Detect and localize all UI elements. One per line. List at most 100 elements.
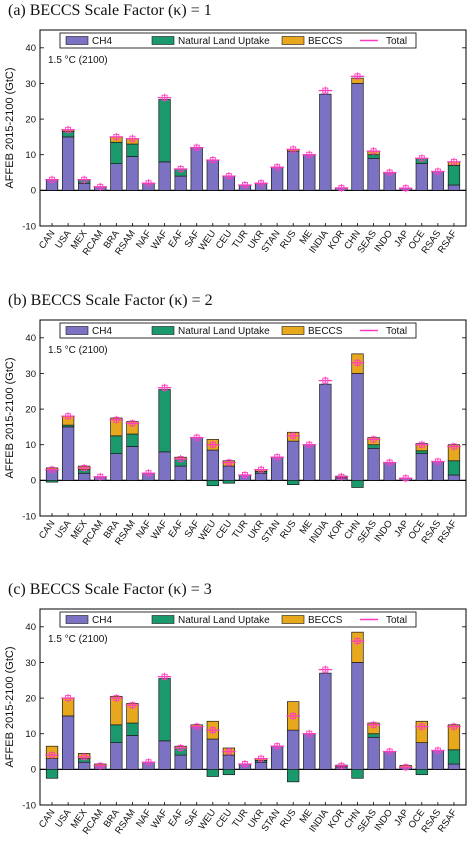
- bar-segment-ch4: [61, 136, 75, 191]
- legend-ch4-swatch: [65, 36, 89, 45]
- legend-box: [59, 32, 417, 49]
- x-tick-label: WAF: [149, 807, 170, 830]
- bar-segment-ch4: [78, 472, 91, 481]
- y-tick-label: 0: [31, 186, 36, 197]
- bar-segment-ch4: [287, 150, 300, 191]
- scenario-annotation: 1.5 °C (2100): [48, 345, 108, 356]
- bar-segment-ch4: [61, 715, 75, 770]
- y-axis-label: AFFEB 2015-2100 (GtC): [4, 357, 16, 478]
- legend-beccs-label: BECCS: [308, 36, 343, 47]
- bar-segment-ch4: [126, 735, 139, 770]
- bar-segment-natural-land-uptake: [110, 141, 123, 164]
- legend-ch4-swatch: [65, 326, 89, 335]
- bar-segment-ch4: [206, 159, 219, 191]
- bar-segment-natural-land-uptake: [206, 480, 219, 487]
- bar-segment-natural-land-uptake: [158, 389, 171, 453]
- x-tick-label: CEU: [214, 228, 235, 251]
- bar-segment-ch4: [78, 182, 91, 191]
- legend-ch4-label: CH4: [92, 326, 112, 337]
- legend-natural-land-uptake-label: Natural Land Uptake: [178, 615, 270, 626]
- legend-box: [59, 322, 417, 339]
- legend-beccs-swatch: [281, 36, 305, 45]
- bar-segment-ch4: [45, 758, 59, 770]
- bar-segment-ch4: [351, 662, 364, 770]
- x-tick-label: KOR: [326, 518, 347, 541]
- x-tick-label: CEU: [214, 518, 235, 541]
- bar-segment-ch4: [254, 761, 268, 770]
- x-tick-label: WEU: [197, 807, 219, 832]
- bar-segment-natural-land-uptake: [158, 99, 171, 163]
- chart-title: (b) BECCS Scale Factor (κ) = 2: [8, 292, 213, 309]
- legend-ch4-swatch: [65, 615, 89, 624]
- bar-segment-natural-land-uptake: [126, 143, 139, 157]
- bar-segment-ch4: [110, 742, 123, 770]
- bar-segment-natural-land-uptake: [126, 433, 139, 447]
- bar-segment-ch4: [287, 729, 300, 770]
- chart-panel-1: (a) BECCS Scale Factor (κ) = 1 AFFEB 2015…: [4, 2, 467, 258]
- bar-segment-natural-land-uptake: [222, 480, 236, 484]
- x-tick-label: RUS: [278, 228, 299, 251]
- legend-ch4-label: CH4: [92, 615, 112, 626]
- bar-segment-ch4: [174, 175, 187, 191]
- chart-title: (a) BECCS Scale Factor (κ) = 1: [8, 2, 212, 19]
- plot-frame: [39, 608, 467, 806]
- bar-segment-ch4: [158, 451, 171, 481]
- bar-segment-beccs: [415, 720, 428, 743]
- bar-segment-natural-land-uptake: [287, 769, 300, 783]
- bar-segment-ch4: [303, 154, 316, 191]
- legend-beccs-swatch: [281, 326, 305, 335]
- legend-beccs-label: BECCS: [308, 326, 343, 337]
- x-tick-label: WAF: [149, 518, 170, 541]
- chart-title: (c) BECCS Scale Factor (κ) = 3: [8, 581, 212, 598]
- x-tick-label: KOR: [326, 228, 347, 251]
- bar-segment-ch4: [190, 726, 203, 770]
- y-tick-label: 0: [31, 476, 36, 487]
- legend-ch4-label: CH4: [92, 36, 112, 47]
- x-tick-label: CAN: [37, 518, 58, 541]
- bar-segment-ch4: [415, 742, 428, 770]
- bar-segment-natural-land-uptake: [126, 722, 139, 736]
- bar-segment-ch4: [174, 754, 187, 770]
- x-tick-label: CAN: [37, 807, 58, 830]
- x-tick-label: INDO: [372, 518, 395, 544]
- legend-beccs-swatch: [281, 615, 305, 624]
- bar-segment-ch4: [367, 447, 380, 481]
- bar-segment-ch4: [222, 465, 236, 481]
- bar-segment-natural-land-uptake: [287, 480, 300, 485]
- bar-segment-natural-land-uptake: [110, 724, 123, 743]
- bar-segment-ch4: [319, 383, 332, 481]
- bar-segment-ch4: [447, 763, 461, 770]
- bar-segment-natural-land-uptake: [447, 749, 461, 765]
- bar-segment-natural-land-uptake: [415, 450, 428, 454]
- bar-segment-ch4: [110, 453, 123, 481]
- bar-segment-ch4: [61, 426, 75, 481]
- y-tick-label: 10: [25, 440, 36, 451]
- bar-segment-ch4: [78, 761, 91, 770]
- bar-segment-ch4: [351, 83, 364, 191]
- y-tick-label: 30: [25, 658, 36, 669]
- bar-segment-natural-land-uptake: [415, 769, 428, 776]
- bar-segment-ch4: [447, 184, 461, 191]
- bar-segment-ch4: [351, 373, 364, 481]
- legend-total-label: Total: [386, 326, 407, 337]
- y-tick-label: 40: [25, 43, 36, 54]
- y-tick-label: 10: [25, 729, 36, 740]
- x-tick-label: INDO: [372, 228, 395, 254]
- y-tick-label: 40: [25, 333, 36, 344]
- legend-natural-land-uptake-swatch: [151, 615, 175, 624]
- y-axis-label: AFFEB 2015-2100 (GtC): [4, 646, 16, 767]
- chart-panel-2: (b) BECCS Scale Factor (κ) = 2 AFFEB 2015…: [4, 292, 467, 548]
- legend-beccs-label: BECCS: [308, 615, 343, 626]
- bar-segment-natural-land-uptake: [447, 165, 461, 186]
- y-tick-label: -10: [22, 511, 36, 522]
- bar-segment-ch4: [158, 740, 171, 770]
- bar-segment-ch4: [415, 453, 428, 481]
- x-tick-label: WEU: [197, 228, 219, 253]
- y-tick-label: 20: [25, 693, 36, 704]
- x-tick-label: WEU: [197, 518, 219, 543]
- y-tick-label: 30: [25, 79, 36, 90]
- y-tick-label: -10: [22, 221, 36, 232]
- x-tick-label: EAF: [166, 518, 186, 540]
- legend-natural-land-uptake-swatch: [151, 36, 175, 45]
